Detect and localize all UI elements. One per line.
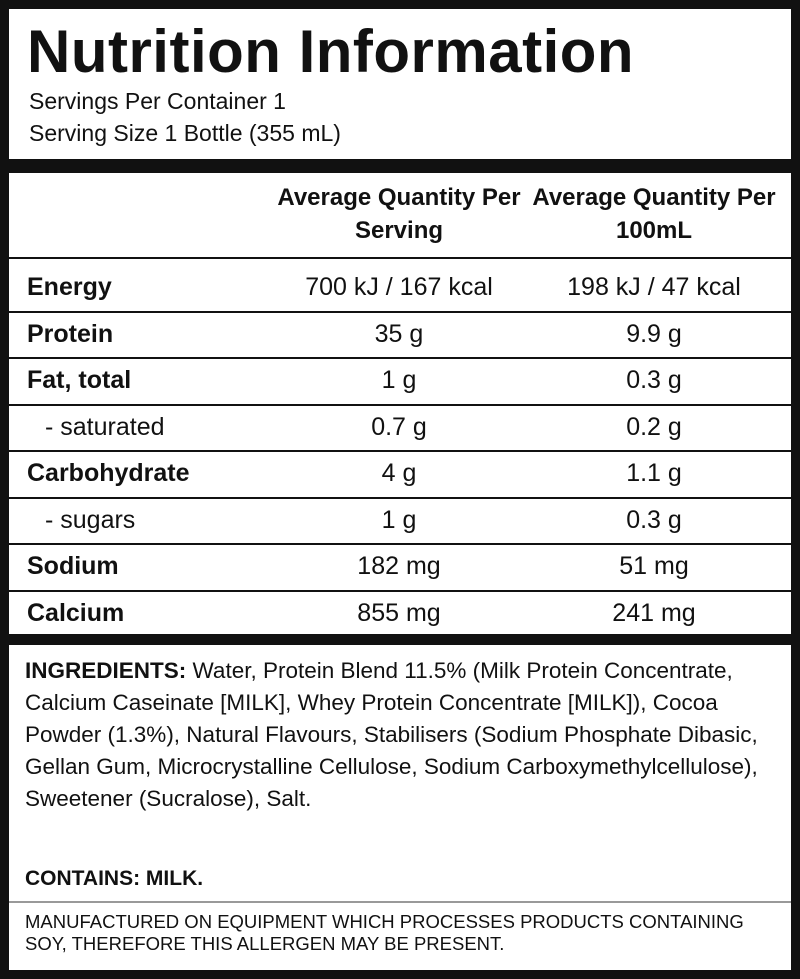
divider-bar xyxy=(9,159,791,173)
per-100ml: 0.2 g xyxy=(626,412,682,441)
ingredients-label: INGREDIENTS: xyxy=(25,658,187,683)
row-rule xyxy=(9,543,791,545)
column-header: Average Quantity Per Serving xyxy=(277,184,521,244)
per-100ml: 1.1 g xyxy=(626,459,682,487)
nutrient-name: Fat, total xyxy=(27,366,132,394)
per-serving: 0.7 g xyxy=(371,412,427,441)
header-rule xyxy=(9,257,791,259)
per-serving: 4 g xyxy=(381,459,417,487)
nutrition-panel: Nutrition Information Servings Per Conta… xyxy=(9,9,791,634)
per-serving: 700 kJ / 167 kcal xyxy=(305,273,493,301)
row-rule xyxy=(9,357,791,359)
column-header: Average Quantity Per 100mL xyxy=(532,184,776,244)
title: Nutrition Information xyxy=(27,18,635,85)
row-rule xyxy=(9,496,791,499)
nutrient-name: - saturated xyxy=(45,412,165,441)
row-rule xyxy=(9,403,791,406)
per-serving: 182 mg xyxy=(357,552,441,580)
per-100ml: 0.3 g xyxy=(626,505,682,534)
per-serving: 1 g xyxy=(381,505,417,534)
per-serving: 1 g xyxy=(381,366,417,394)
per-serving: 855 mg xyxy=(357,598,441,627)
note-rule xyxy=(9,901,791,903)
per-100ml: 0.3 g xyxy=(626,366,682,394)
per-100ml: 9.9 g xyxy=(626,319,682,348)
per-100ml: 51 mg xyxy=(619,552,689,580)
servings-per-container: Servings Per Container 1 xyxy=(29,88,286,114)
row-rule xyxy=(9,450,791,452)
nutrient-name: Calcium xyxy=(27,598,125,627)
row-rule xyxy=(9,310,791,313)
nutrient-name: Sodium xyxy=(27,552,119,580)
per-100ml: 241 mg xyxy=(612,598,696,627)
nutrient-name: Energy xyxy=(27,273,112,301)
ingredients-panel: INGREDIENTS: Water, Protein Blend 11.5% … xyxy=(9,645,791,970)
contains: CONTAINS: MILK. xyxy=(25,867,204,890)
serving-size: Serving Size 1 Bottle (355 mL) xyxy=(29,120,341,146)
allergen-note: MANUFACTURED ON EQUIPMENT WHICH PROCESSE… xyxy=(25,911,744,954)
ingredients: INGREDIENTS: Water, Protein Blend 11.5% … xyxy=(25,655,765,815)
row-rule xyxy=(9,589,791,592)
ingredients-text: Water, Protein Blend 11.5% (Milk Protein… xyxy=(25,658,758,811)
nutrient-name: Carbohydrate xyxy=(27,459,190,487)
per-serving: 35 g xyxy=(374,319,424,348)
nutrient-name: - sugars xyxy=(45,505,136,534)
per-100ml: 198 kJ / 47 kcal xyxy=(567,273,741,301)
nutrient-name: Protein xyxy=(27,319,114,348)
